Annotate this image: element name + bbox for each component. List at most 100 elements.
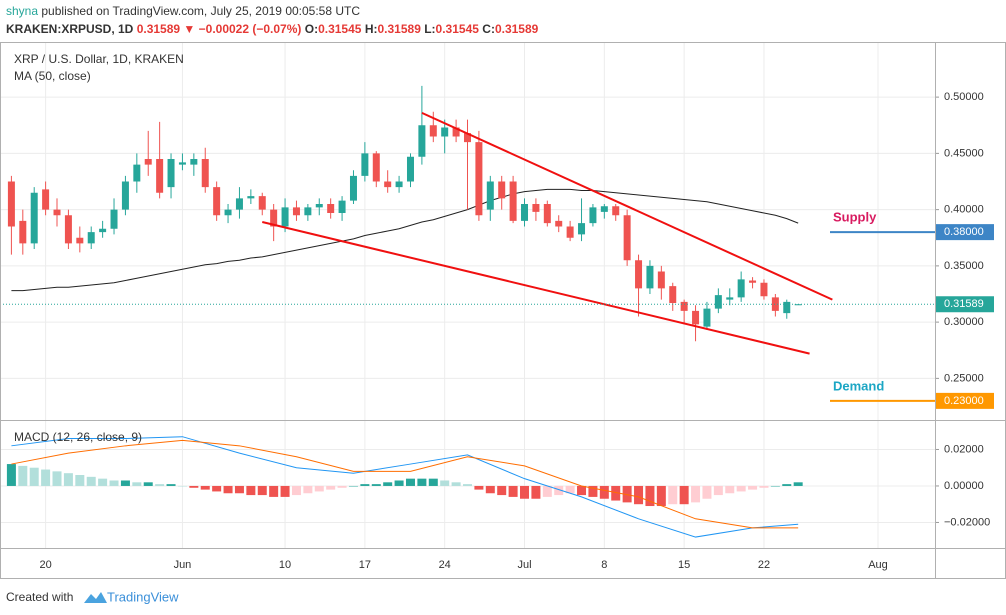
candle-body (327, 204, 335, 213)
y-tick-label: 0.45000 (944, 147, 984, 159)
histogram-bar (622, 485, 632, 503)
candle-body (464, 133, 471, 143)
histogram-bar (668, 485, 678, 505)
histogram-bar (679, 485, 689, 505)
high-value: 0.31589 (377, 22, 421, 36)
histogram-bar (223, 485, 233, 494)
candle-body (566, 226, 574, 238)
histogram-bar (531, 485, 541, 499)
plot: 20 Jun 10 17 24 Jul 8 15 22 Aug 0.25000 0.30000 0.35… (0, 42, 994, 571)
candle-body (692, 310, 700, 325)
y-tick-label: 0.25000 (944, 372, 984, 384)
histogram-bar (588, 485, 598, 497)
candle-body (87, 232, 95, 244)
histogram-bar (565, 485, 575, 494)
open-value: 0.31545 (318, 22, 362, 36)
histogram-bar (348, 485, 358, 487)
macd-legend: MACD (12, 26, close, 9) (14, 430, 142, 444)
candle-body (167, 159, 175, 188)
candle-body (509, 181, 517, 221)
histogram-bar (155, 484, 165, 486)
level-name: Supply (833, 210, 877, 225)
histogram-bar (303, 485, 313, 494)
level-name: Demand (833, 378, 884, 393)
x-tick-label: Jul (517, 559, 531, 571)
candle-body (247, 196, 255, 199)
candle-body (680, 301, 688, 311)
candle-body (110, 209, 118, 229)
symbol-line: KRAKEN:XRPUSD, 1D 0.31589 ▼ −0.00022 (−0… (6, 22, 539, 36)
y-tick-label: −0.02000 (944, 516, 990, 528)
histogram-bar (394, 480, 404, 486)
y-tick-label: 0.35000 (944, 260, 984, 272)
candle-body (349, 175, 357, 201)
low-label: L: (424, 22, 435, 36)
histogram-bar (234, 485, 244, 494)
histogram-bar (793, 482, 803, 486)
candle-body (281, 207, 289, 227)
histogram-bar (405, 478, 415, 486)
logo (84, 592, 107, 603)
frame (0, 42, 1006, 579)
candle-body (144, 159, 152, 165)
candle-body (338, 200, 346, 213)
histogram-bar (611, 485, 621, 501)
candle-body (714, 295, 722, 309)
histogram-bar (485, 485, 495, 494)
histogram-bar (725, 485, 735, 494)
candle-body (372, 153, 380, 182)
histogram-bar (75, 475, 85, 486)
histogram-bar (109, 480, 119, 486)
candle-body (406, 156, 414, 182)
chart-title: XRP / U.S. Dollar, 1D, KRAKEN (14, 52, 184, 66)
y-tick-label: 0.00000 (944, 480, 984, 492)
histogram-bar (86, 476, 96, 486)
candle-body (589, 207, 597, 224)
last-price: 0.31589 (137, 22, 181, 36)
candle-body (475, 142, 483, 216)
histogram-bar (132, 482, 142, 486)
x-tick-label: 24 (439, 559, 451, 571)
candle-body (703, 308, 711, 327)
histogram-bar (120, 480, 130, 486)
histogram-bar (691, 485, 701, 503)
histogram-bar (759, 485, 769, 488)
moving-average (11, 188, 799, 292)
y-tick-label: 0.30000 (944, 316, 984, 328)
last-price-badge (936, 296, 994, 313)
symbol: KRAKEN:XRPUSD, 1D (6, 22, 134, 36)
header-line: shyna published on TradingView.com, July… (6, 4, 360, 18)
x-tick-label: Aug (868, 559, 888, 571)
candle-body (760, 282, 768, 297)
candle-body (395, 181, 403, 188)
y-tick-label: 0.02000 (944, 443, 984, 455)
candle-body (213, 187, 221, 216)
trendline (421, 111, 833, 301)
candle-body (235, 198, 243, 210)
histogram-bar (63, 473, 73, 486)
candle-body (452, 127, 460, 137)
histogram-bar (360, 484, 370, 486)
histogram-bar (29, 467, 39, 486)
histogram-bar (337, 485, 347, 488)
x-tick-label: 17 (359, 559, 371, 571)
candle-body (498, 181, 506, 199)
candle-body (555, 220, 563, 227)
candle-body (418, 125, 426, 157)
histogram-bar (634, 485, 644, 505)
histogram-bar (508, 485, 518, 497)
ma-legend: MA (50, close) (14, 69, 91, 83)
x-tick-label: Jun (174, 559, 192, 571)
x-tick-label: 20 (39, 559, 51, 571)
candle-body (156, 159, 164, 193)
histogram-bar (463, 484, 472, 486)
x-tick-label: 15 (678, 559, 690, 571)
candle-body (771, 297, 779, 311)
candle-body (657, 271, 665, 289)
candle-body (441, 127, 449, 137)
close-label: C: (482, 22, 495, 36)
level-badge (936, 224, 994, 241)
histogram-bar (770, 485, 780, 487)
high-label: H: (365, 22, 378, 36)
candle-body (224, 209, 232, 216)
